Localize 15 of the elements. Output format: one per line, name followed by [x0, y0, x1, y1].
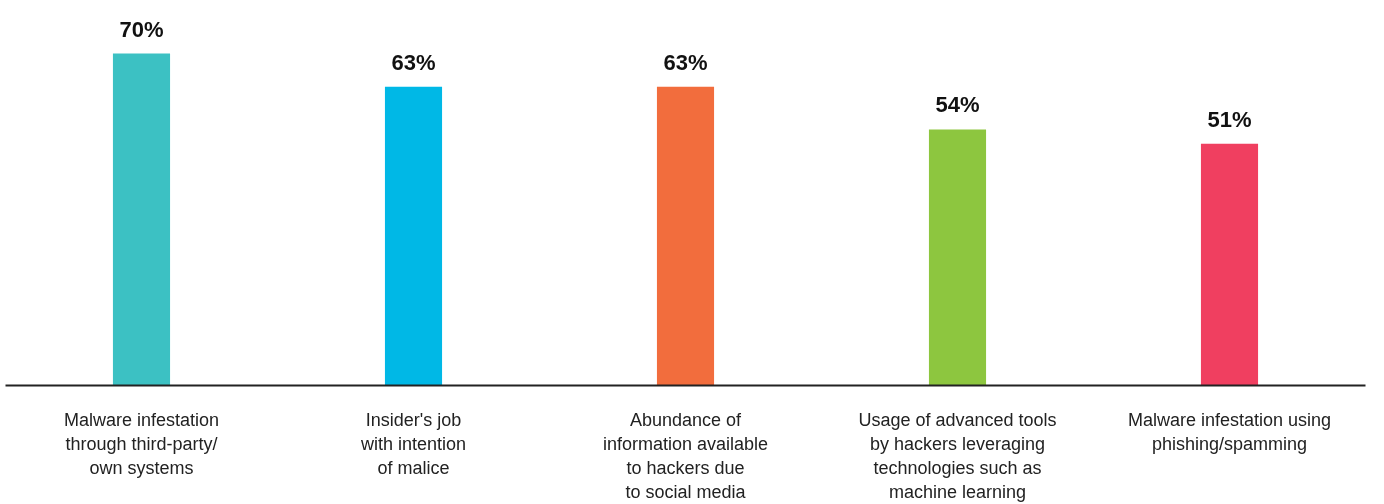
data-label: 63% [663, 49, 708, 75]
x-tick-label: Malware infestation through third-party/ own systems [63, 409, 220, 478]
data-label: 63% [391, 49, 436, 75]
bar [656, 86, 715, 386]
bar [928, 129, 987, 386]
bar [1200, 143, 1259, 386]
x-tick-label: Usage of advanced tools by hackers leveraging technologies such as machine learning [858, 409, 1057, 502]
data-label: 51% [1207, 106, 1252, 132]
x-tick-label: Abundance of information available to hackers due to social media [602, 409, 769, 502]
bar [112, 53, 171, 386]
x-tick-label: Malware infestation using phishing/spamming [1127, 409, 1332, 454]
data-label: 54% [935, 92, 980, 118]
data-label: 70% [119, 16, 164, 42]
bar [384, 86, 443, 386]
x-tick-label: Insider's job with intention of malice [359, 409, 467, 478]
